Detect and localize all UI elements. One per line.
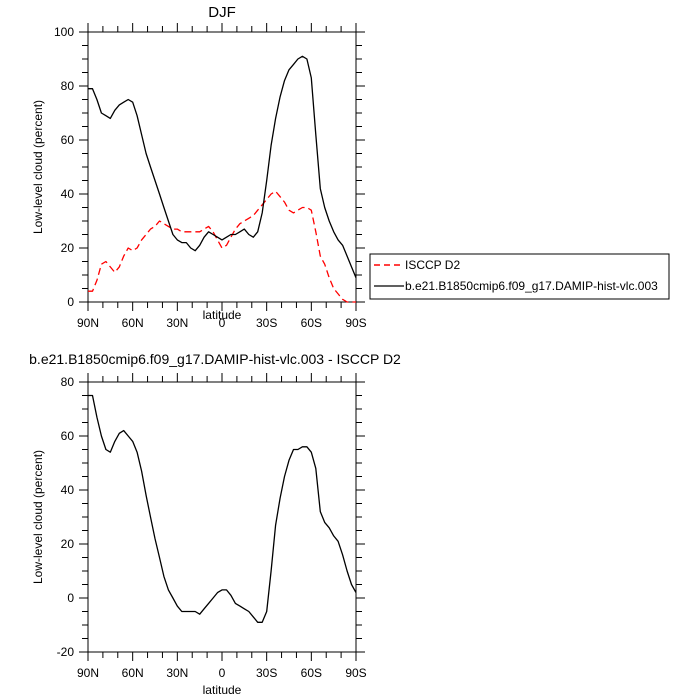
top-y-tick-label: 80 bbox=[61, 79, 75, 93]
top-x-tick-label: 60N bbox=[122, 316, 144, 330]
bottom-x-tick-label: 90N bbox=[77, 666, 99, 680]
top-chart-title: DJF bbox=[208, 4, 236, 21]
top-x-tick-label: 60S bbox=[301, 316, 322, 330]
bottom-x-tick-label: 30N bbox=[166, 666, 188, 680]
top-y-tick-label: 0 bbox=[67, 295, 74, 309]
bottom-x-tick-label: 90S bbox=[345, 666, 366, 680]
bottom-series-line-0 bbox=[88, 394, 357, 623]
legend-label-isccp: ISCCP D2 bbox=[405, 258, 460, 272]
top-series-line-1 bbox=[88, 55, 357, 278]
top-y-tick-label: 20 bbox=[61, 241, 75, 255]
top-x-tick-label: 0 bbox=[219, 316, 226, 330]
bottom-y-axis-label: Low-level cloud (percent) bbox=[31, 450, 45, 584]
legend-label-model: b.e21.B1850cmip6.f09_g17.DAMIP-hist-vlc.… bbox=[405, 279, 658, 293]
bottom-y-tick-label: 40 bbox=[61, 483, 75, 497]
bottom-y-tick-label: 60 bbox=[61, 429, 75, 443]
top-plot-frame bbox=[87, 31, 357, 303]
bottom-x-axis: 90N 60N 30N 0 30S 60S 90S bbox=[77, 373, 367, 680]
top-plot-lines bbox=[88, 55, 357, 303]
bottom-y-tick-label: 20 bbox=[61, 537, 75, 551]
legend: ISCCP D2 b.e21.B1850cmip6.f09_g17.DAMIP-… bbox=[369, 253, 670, 300]
bottom-x-tick-label: 0 bbox=[219, 666, 226, 680]
top-chart: DJF 0 20 40 60 80 100 90N 60N 30N 0 30S 60S 90S lat… bbox=[31, 4, 670, 330]
top-x-axis: 90N 60N 30N 0 30S 60S 90S bbox=[77, 23, 367, 330]
bottom-x-tick-label: 30S bbox=[256, 666, 277, 680]
top-series-line-0 bbox=[88, 190, 356, 303]
bottom-y-axis: -20 0 20 40 60 80 bbox=[57, 375, 365, 659]
bottom-y-tick-label: 80 bbox=[61, 375, 75, 389]
bottom-x-axis-label: latitude bbox=[203, 683, 242, 697]
top-x-axis-label: latitude bbox=[203, 308, 242, 322]
bottom-plot-lines bbox=[88, 394, 357, 623]
top-y-axis-label: Low-level cloud (percent) bbox=[31, 100, 45, 234]
bottom-chart: b.e21.B1850cmip6.f09_g17.DAMIP-hist-vlc.… bbox=[29, 351, 401, 697]
top-y-tick-label: 40 bbox=[61, 187, 75, 201]
top-x-tick-label: 90S bbox=[345, 316, 366, 330]
legend-box bbox=[369, 253, 670, 300]
bottom-y-tick-label: 0 bbox=[67, 591, 74, 605]
bottom-plot-frame bbox=[87, 381, 357, 653]
bottom-x-tick-label: 60N bbox=[122, 666, 144, 680]
bottom-y-tick-label: -20 bbox=[57, 645, 75, 659]
top-y-tick-label: 100 bbox=[54, 25, 74, 39]
top-y-axis: 0 20 40 60 80 100 bbox=[54, 25, 365, 309]
top-y-tick-label: 60 bbox=[61, 133, 75, 147]
bottom-x-tick-label: 60S bbox=[301, 666, 322, 680]
top-x-tick-label: 30S bbox=[256, 316, 277, 330]
top-x-tick-label: 90N bbox=[77, 316, 99, 330]
bottom-chart-title: b.e21.B1850cmip6.f09_g17.DAMIP-hist-vlc.… bbox=[29, 351, 401, 367]
top-x-tick-label: 30N bbox=[166, 316, 188, 330]
